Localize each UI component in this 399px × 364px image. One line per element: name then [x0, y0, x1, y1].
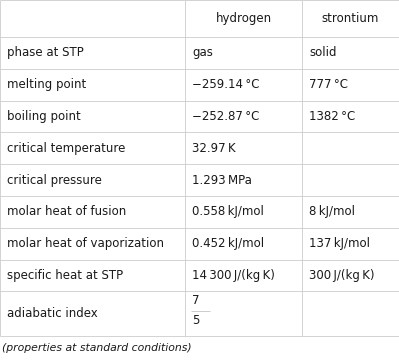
Text: hydrogen: hydrogen	[215, 12, 272, 25]
Text: 0.452 kJ/mol: 0.452 kJ/mol	[192, 237, 265, 250]
Text: critical temperature: critical temperature	[7, 142, 126, 155]
Text: 14 300 J/(kg K): 14 300 J/(kg K)	[192, 269, 275, 282]
Text: (properties at standard conditions): (properties at standard conditions)	[2, 343, 192, 353]
Text: −259.14 °C: −259.14 °C	[192, 78, 260, 91]
Text: 32.97 K: 32.97 K	[192, 142, 236, 155]
Text: melting point: melting point	[7, 78, 87, 91]
Text: −252.87 °C: −252.87 °C	[192, 110, 260, 123]
Text: strontium: strontium	[322, 12, 379, 25]
Text: 7: 7	[192, 294, 200, 307]
Text: solid: solid	[309, 47, 337, 59]
Text: 0.558 kJ/mol: 0.558 kJ/mol	[192, 206, 264, 218]
Text: boiling point: boiling point	[7, 110, 81, 123]
Text: gas: gas	[192, 47, 213, 59]
Text: specific heat at STP: specific heat at STP	[7, 269, 123, 282]
Text: molar heat of fusion: molar heat of fusion	[7, 206, 126, 218]
Text: 8 kJ/mol: 8 kJ/mol	[309, 206, 355, 218]
Text: adiabatic index: adiabatic index	[7, 307, 98, 320]
Text: 5: 5	[192, 314, 200, 327]
Text: 777 °C: 777 °C	[309, 78, 348, 91]
Text: 137 kJ/mol: 137 kJ/mol	[309, 237, 370, 250]
Text: molar heat of vaporization: molar heat of vaporization	[7, 237, 164, 250]
Text: 1382 °C: 1382 °C	[309, 110, 356, 123]
Text: 1.293 MPa: 1.293 MPa	[192, 174, 252, 187]
Text: critical pressure: critical pressure	[7, 174, 102, 187]
Text: 300 J/(kg K): 300 J/(kg K)	[309, 269, 375, 282]
Text: phase at STP: phase at STP	[7, 47, 84, 59]
